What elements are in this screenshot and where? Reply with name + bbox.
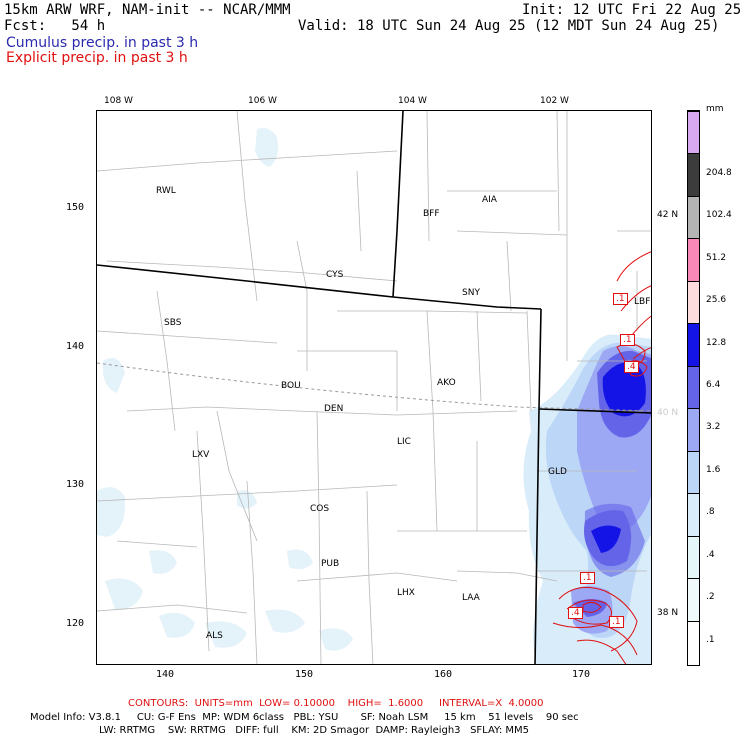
heavy-precip-band [523, 334, 651, 664]
state-borders [97, 111, 651, 664]
county-lines [97, 111, 651, 664]
contour-label: .1 [620, 334, 635, 346]
colorbar-segment [688, 153, 699, 196]
map-canvas [97, 111, 651, 664]
city-label: GLD [548, 467, 567, 477]
colorbar-segment [688, 535, 699, 579]
model-info-line-2: LW: RRTMG SW: RRTMG DIFF: full KM: 2D Sm… [99, 725, 529, 736]
latitude-line [97, 362, 651, 412]
lon-label: 106 W [248, 96, 277, 106]
city-label: LBF [634, 297, 651, 307]
city-label: DEN [324, 404, 344, 414]
city-label: ALS [206, 631, 223, 641]
city-label: RWL [156, 186, 176, 196]
contour-label: .1 [609, 616, 624, 628]
lat-label: 40 N [657, 408, 679, 418]
init-time: Init: 12 UTC Fri 22 Aug 25 [522, 2, 740, 18]
colorbar-segment [688, 238, 699, 281]
city-label: LAA [462, 593, 480, 603]
colorbar-label: 3.2 [706, 422, 721, 433]
forecast-hour: Fcst: 54 h [4, 18, 106, 34]
lon-label: 102 W [540, 96, 569, 106]
colorbar-label: .2 [706, 592, 715, 603]
city-label: BOU [281, 381, 301, 391]
precip-colorbar [687, 110, 700, 666]
colorbar-label: 12.8 [706, 337, 727, 348]
colorbar-segment [688, 450, 699, 494]
x-tick-label: 170 [572, 669, 591, 680]
colorbar-segment [688, 620, 699, 663]
lon-label: 108 W [104, 96, 133, 106]
lon-label: 104 W [398, 96, 427, 106]
colorbar-segment [688, 365, 699, 409]
colorbar-segment [688, 493, 699, 536]
model-info-line-1: Model Info: V3.8.1 CU: G-F Ens MP: WDM 6… [30, 712, 579, 723]
colorbar-label: 1.6 [706, 464, 721, 475]
city-label: AIA [482, 195, 497, 205]
colorbar-label: .4 [706, 549, 715, 560]
x-tick-label: 150 [295, 669, 314, 680]
colorbar-label: .1 [706, 634, 715, 645]
explicit-field-label: Explicit precip. in past 3 h [6, 50, 188, 66]
city-label: COS [310, 504, 330, 514]
city-label: PUB [321, 559, 340, 569]
colorbar-label: 102.4 [706, 210, 732, 221]
contour-label: .4 [568, 607, 583, 619]
city-label: SBS [164, 318, 182, 328]
colorbar-label: 204.8 [706, 167, 732, 178]
city-label: AKO [437, 378, 456, 388]
contour-label: .1 [580, 572, 595, 584]
y-tick-label: 120 [66, 618, 85, 629]
colorbar-segment [688, 195, 699, 239]
city-label: LXV [192, 450, 210, 460]
y-tick-label: 140 [66, 341, 85, 352]
city-label: BFF [423, 209, 440, 219]
y-tick-label: 130 [66, 479, 85, 490]
colorbar-segment [688, 408, 699, 451]
precip-map [96, 110, 652, 665]
valid-time: Valid: 18 UTC Sun 24 Aug 25 (12 MDT Sun … [298, 18, 720, 34]
x-tick-label: 140 [156, 669, 175, 680]
city-label: CYS [326, 270, 344, 280]
light-precip-shading [97, 128, 353, 651]
city-label: SNY [462, 288, 480, 298]
city-label: LHX [397, 588, 415, 598]
colorbar-label: 25.6 [706, 295, 727, 306]
colorbar-segment [688, 578, 699, 621]
colorbar-segment [688, 323, 699, 366]
contour-label: .1 [613, 293, 628, 305]
lat-label: 42 N [657, 210, 679, 220]
model-title: 15km ARW WRF, NAM-init -- NCAR/MMM [4, 2, 291, 18]
cumulus-field-label: Cumulus precip. in past 3 h [6, 35, 199, 51]
x-tick-label: 160 [434, 669, 453, 680]
contour-label: .4 [624, 361, 639, 373]
colorbar-label: .8 [706, 507, 715, 518]
colorbar-label: 51.2 [706, 252, 727, 263]
colorbar-units: mm [706, 104, 724, 114]
precip-contours [552, 251, 651, 664]
city-label: LIC [397, 437, 411, 447]
colorbar-segment [688, 280, 699, 324]
y-tick-label: 150 [66, 202, 85, 213]
contour-info: CONTOURS: UNITS=mm LOW= 0.10000 HIGH= 1.… [128, 698, 544, 709]
colorbar-segment [688, 111, 699, 154]
lat-label: 38 N [657, 608, 679, 618]
colorbar-label: 6.4 [706, 380, 721, 390]
